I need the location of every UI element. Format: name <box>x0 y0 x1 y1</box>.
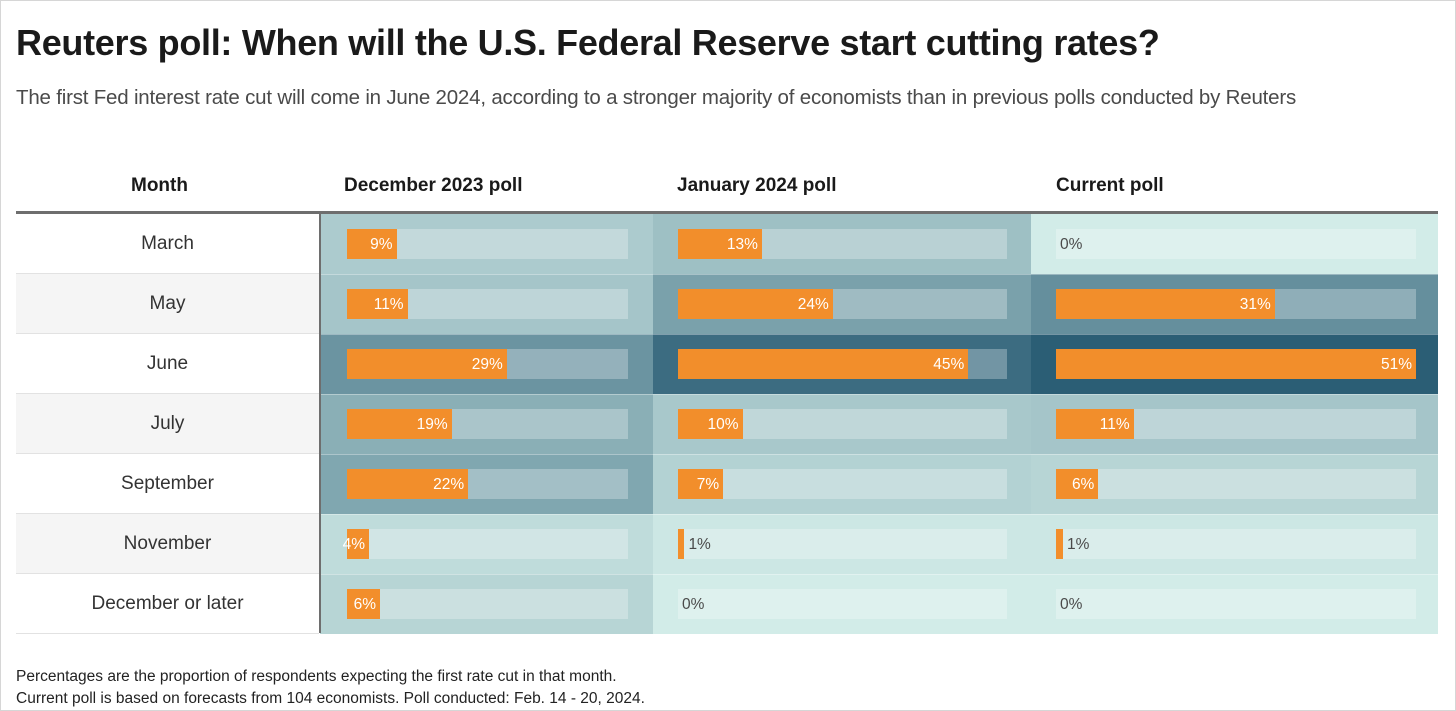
row-separator <box>320 274 1438 275</box>
month-label-march: March <box>16 214 319 274</box>
heat-cell-current-poll-september <box>1031 454 1438 514</box>
row-separator <box>320 334 1438 335</box>
value-label-january-2024-poll-november: 1% <box>688 536 711 553</box>
value-label-december-2023-poll-november: 4% <box>342 536 366 553</box>
value-label-december-2023-poll-september: 22% <box>433 476 465 493</box>
bar-january-2024-poll-june <box>678 349 969 379</box>
value-label-current-poll-may: 31% <box>1239 296 1271 313</box>
bar-january-2024-poll-march <box>678 229 762 259</box>
value-label-january-2024-poll-december-or-later: 0% <box>682 596 705 613</box>
heat-cell-january-2024-poll-december-or-later <box>653 574 1031 634</box>
bar-current-poll-june <box>1056 349 1416 379</box>
value-label-december-2023-poll-june: 29% <box>471 356 503 373</box>
value-label-january-2024-poll-september: 7% <box>696 476 720 493</box>
column-header-current-poll: Current poll <box>1056 175 1164 196</box>
row-separator <box>320 454 1438 455</box>
column-header-january-2024-poll: January 2024 poll <box>677 175 837 196</box>
bar-december-2023-poll-december-or-later <box>347 589 381 619</box>
bar-december-2023-poll-september <box>347 469 469 499</box>
chart-title: Reuters poll: When will the U.S. Federal… <box>16 22 1160 63</box>
bar-current-poll-may <box>1056 289 1275 319</box>
bar-current-poll-september <box>1056 469 1099 499</box>
month-label-may: May <box>16 274 319 334</box>
bar-track <box>347 529 628 559</box>
bar-january-2024-poll-may <box>678 289 833 319</box>
value-label-january-2024-poll-july: 10% <box>707 416 739 433</box>
month-label-june: June <box>16 334 319 394</box>
bar-track <box>678 589 1007 619</box>
value-label-january-2024-poll-march: 13% <box>726 236 758 253</box>
chart-subtitle: The first Fed interest rate cut will com… <box>16 86 1297 109</box>
column-header-month: Month <box>131 175 188 196</box>
month-label-september: September <box>16 454 319 514</box>
bar-current-poll-july <box>1056 409 1134 439</box>
heat-cell-december-2023-poll-november <box>320 514 653 574</box>
value-label-january-2024-poll-june: 45% <box>933 356 965 373</box>
bar-current-poll-november <box>1056 529 1064 559</box>
value-label-december-2023-poll-march: 9% <box>370 236 393 253</box>
bar-january-2024-poll-september <box>678 469 724 499</box>
value-label-december-2023-poll-may: 11% <box>373 296 404 313</box>
bar-track <box>1056 589 1416 619</box>
value-label-december-2023-poll-december-or-later: 6% <box>353 596 377 613</box>
bar-track <box>678 529 1007 559</box>
bar-january-2024-poll-november <box>678 529 685 559</box>
column-header-december-2023-poll: December 2023 poll <box>344 175 523 196</box>
month-label-november: November <box>16 514 319 574</box>
row-separator <box>320 514 1438 515</box>
bar-track <box>1056 229 1416 259</box>
bar-december-2023-poll-may <box>347 289 408 319</box>
value-label-december-2023-poll-july: 19% <box>416 416 448 433</box>
row-separator <box>320 574 1438 575</box>
bar-track <box>347 589 628 619</box>
bar-track <box>1056 529 1416 559</box>
footnote-1: Percentages are the proportion of respon… <box>16 668 617 685</box>
header-rule <box>16 211 1438 214</box>
value-label-january-2024-poll-may: 24% <box>797 296 829 313</box>
value-label-current-poll-december-or-later: 0% <box>1060 596 1083 613</box>
heat-cell-current-poll-march <box>1031 214 1438 274</box>
value-label-current-poll-july: 11% <box>1099 416 1130 433</box>
bar-january-2024-poll-july <box>678 409 743 439</box>
footnote-2: Current poll is based on forecasts from … <box>16 690 645 707</box>
bar-december-2023-poll-november <box>347 529 370 559</box>
row-separator <box>320 394 1438 395</box>
value-label-current-poll-september: 6% <box>1071 476 1095 493</box>
bar-track <box>1056 469 1416 499</box>
bar-track <box>678 469 1007 499</box>
month-column-divider <box>319 214 321 633</box>
value-label-current-poll-november: 1% <box>1067 536 1090 553</box>
heat-cell-january-2024-poll-november <box>653 514 1031 574</box>
heat-cell-current-poll-december-or-later <box>1031 574 1438 634</box>
month-label-december-or-later: December or later <box>16 574 319 634</box>
bar-december-2023-poll-june <box>347 349 507 379</box>
value-label-current-poll-june: 51% <box>1380 356 1412 373</box>
month-label-july: July <box>16 394 319 454</box>
bar-december-2023-poll-march <box>347 229 397 259</box>
heat-cell-current-poll-november <box>1031 514 1438 574</box>
value-label-current-poll-march: 0% <box>1060 236 1083 253</box>
bar-december-2023-poll-july <box>347 409 452 439</box>
